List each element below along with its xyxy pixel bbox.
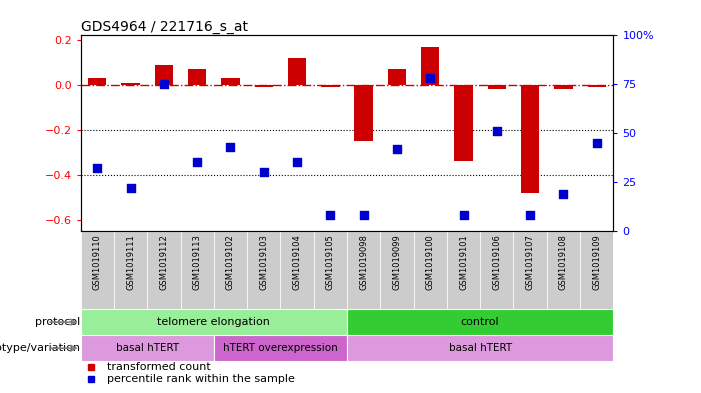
Point	[125, 185, 136, 191]
Bar	[355, 85, 373, 141]
Bar	[580, 231, 613, 309]
Text: GSM1019102: GSM1019102	[226, 234, 235, 290]
Bar	[222, 78, 240, 85]
Point	[191, 159, 203, 165]
Text: GSM1019099: GSM1019099	[393, 234, 402, 290]
Bar	[288, 58, 306, 85]
Text: GSM1019111: GSM1019111	[126, 234, 135, 290]
Text: GSM1019105: GSM1019105	[326, 234, 335, 290]
Bar	[447, 231, 480, 309]
Point	[325, 212, 336, 219]
Text: GSM1019104: GSM1019104	[292, 234, 301, 290]
Text: GSM1019100: GSM1019100	[426, 234, 435, 290]
Bar	[488, 85, 506, 89]
Text: telomere elongation: telomere elongation	[157, 317, 271, 327]
Bar	[121, 83, 139, 85]
Point	[491, 128, 503, 134]
Text: basal hTERT: basal hTERT	[116, 343, 179, 353]
Point	[591, 140, 602, 146]
Bar	[314, 231, 347, 309]
Bar	[114, 231, 147, 309]
Bar	[214, 231, 247, 309]
Bar	[81, 231, 114, 309]
Point	[258, 169, 269, 175]
Point	[391, 146, 402, 152]
Point	[458, 212, 469, 219]
Point	[225, 144, 236, 150]
Text: genotype/variation: genotype/variation	[0, 343, 81, 353]
Bar	[147, 231, 181, 309]
Bar	[81, 335, 214, 361]
Point	[92, 165, 103, 171]
Text: percentile rank within the sample: percentile rank within the sample	[107, 374, 295, 384]
Bar	[587, 85, 606, 87]
Bar	[88, 78, 107, 85]
Text: GSM1019106: GSM1019106	[492, 234, 501, 290]
Point	[558, 191, 569, 197]
Bar	[381, 231, 414, 309]
Text: protocol: protocol	[35, 317, 81, 327]
Text: basal hTERT: basal hTERT	[449, 343, 512, 353]
Bar	[480, 231, 513, 309]
Text: GSM1019109: GSM1019109	[592, 234, 601, 290]
Text: GSM1019112: GSM1019112	[159, 234, 168, 290]
Bar	[81, 309, 347, 335]
Bar	[280, 231, 314, 309]
Bar	[421, 47, 440, 85]
Bar	[155, 64, 173, 85]
Bar	[247, 231, 280, 309]
Point	[524, 212, 536, 219]
Text: GDS4964 / 221716_s_at: GDS4964 / 221716_s_at	[81, 20, 247, 34]
Text: GSM1019101: GSM1019101	[459, 234, 468, 290]
Bar	[554, 85, 573, 89]
Bar	[188, 69, 206, 85]
Point	[425, 75, 436, 81]
Bar	[254, 85, 273, 87]
Bar	[454, 85, 472, 161]
Text: hTERT overexpression: hTERT overexpression	[223, 343, 338, 353]
Bar	[321, 85, 339, 87]
Text: GSM1019113: GSM1019113	[193, 234, 202, 290]
Bar	[347, 335, 613, 361]
Bar	[347, 231, 381, 309]
Point	[292, 159, 303, 165]
Text: GSM1019098: GSM1019098	[359, 234, 368, 290]
Text: GSM1019108: GSM1019108	[559, 234, 568, 290]
Text: control: control	[461, 317, 500, 327]
Bar	[514, 231, 547, 309]
Bar	[388, 69, 406, 85]
Text: GSM1019103: GSM1019103	[259, 234, 268, 290]
Bar	[214, 335, 347, 361]
Point	[358, 212, 369, 219]
Bar	[414, 231, 447, 309]
Text: GSM1019110: GSM1019110	[93, 234, 102, 290]
Point	[158, 81, 170, 87]
Bar	[181, 231, 214, 309]
Text: transformed count: transformed count	[107, 362, 211, 372]
Bar	[347, 309, 613, 335]
Text: GSM1019107: GSM1019107	[526, 234, 535, 290]
Bar	[521, 85, 539, 193]
Bar	[547, 231, 580, 309]
